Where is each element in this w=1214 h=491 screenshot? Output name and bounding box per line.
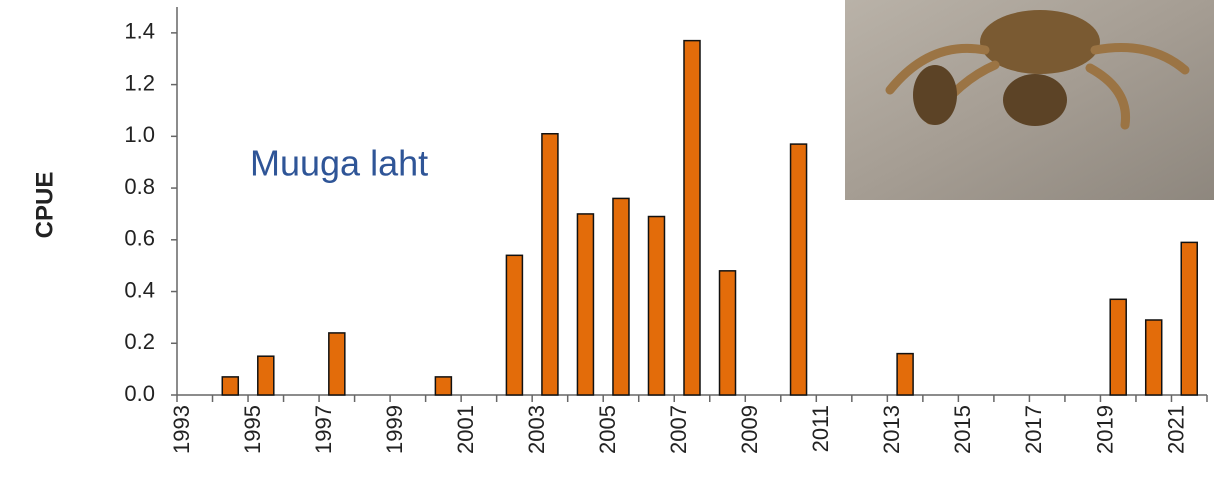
bar	[648, 217, 664, 395]
annotation: Muuga laht	[250, 143, 428, 184]
bar	[720, 271, 736, 395]
bar	[222, 377, 238, 395]
x-tick-label: 1995	[240, 405, 265, 454]
bar	[1110, 299, 1126, 395]
bar	[791, 144, 807, 395]
y-axis-label: CPUE	[31, 172, 58, 239]
x-tick-label: 2013	[879, 405, 904, 454]
bar	[1146, 320, 1162, 395]
chart: CPUE Muuga laht 0.0 0.2 0.4 0.6 0.8 1.0 1.2 1.4…	[0, 0, 1214, 491]
bar	[684, 41, 700, 395]
y-tick-label: 0.2	[124, 329, 155, 354]
x-tick-label: 1999	[382, 405, 407, 454]
x-tick-label: 1993	[169, 405, 194, 454]
x-tick-label: 2003	[524, 405, 549, 454]
x-tick-label: 2021	[1163, 405, 1188, 454]
bar	[506, 255, 522, 395]
x-tick-label: 1997	[311, 405, 336, 454]
y-tick-label: 0.4	[124, 277, 155, 302]
bar	[258, 356, 274, 395]
bar	[329, 333, 345, 395]
bar	[897, 354, 913, 395]
bar	[577, 214, 593, 395]
x-tick-label: 2017	[1021, 405, 1046, 454]
x-tick-label: 2007	[666, 405, 691, 454]
y-tick-label: 1.0	[124, 122, 155, 147]
y-tick-label: 0.8	[124, 174, 155, 199]
photo	[845, 0, 1214, 200]
bar	[1181, 242, 1197, 395]
y-tick-label: 1.2	[124, 70, 155, 95]
x-tick-label: 2001	[453, 405, 478, 454]
bar	[542, 134, 558, 395]
x-tick-label: 2009	[737, 405, 762, 454]
x-tick-label: 2011	[808, 405, 833, 452]
x-tick-label: 2019	[1092, 405, 1117, 454]
bar	[613, 198, 629, 395]
y-tick-label: 1.4	[124, 19, 155, 44]
bar	[435, 377, 451, 395]
x-tick-label: 2015	[950, 405, 975, 454]
y-tick-label: 0.0	[124, 381, 155, 406]
x-tick-label: 2005	[595, 405, 620, 454]
y-tick-label: 0.6	[124, 226, 155, 251]
